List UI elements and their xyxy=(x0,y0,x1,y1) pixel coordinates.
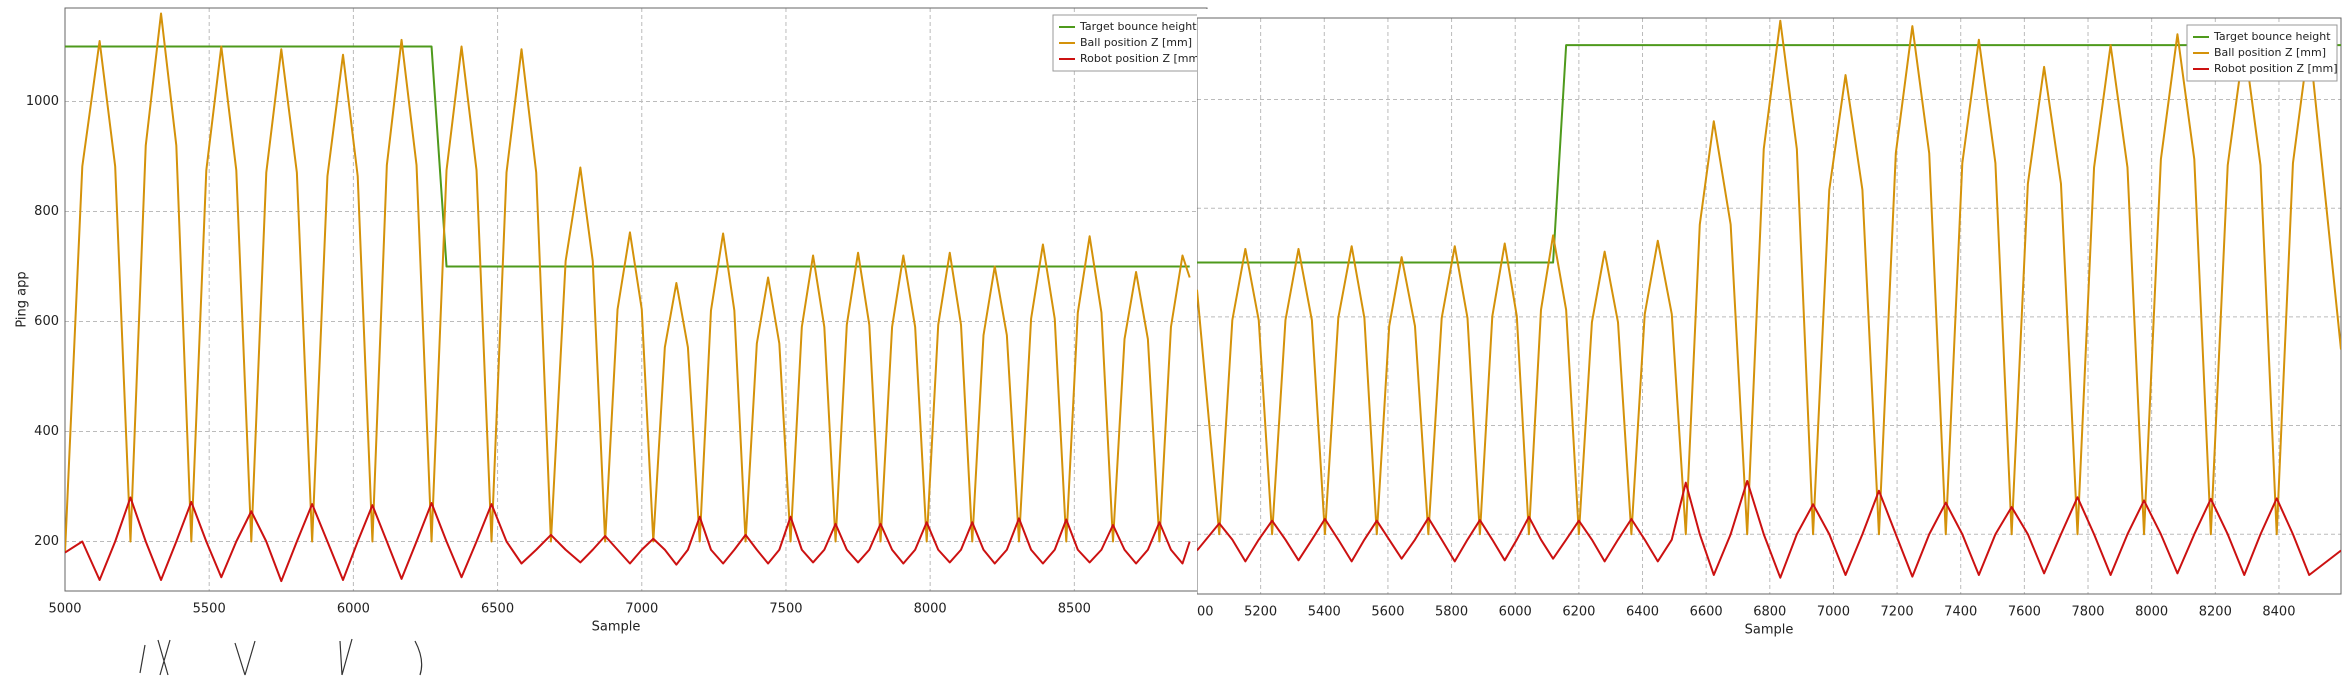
series-line xyxy=(1197,479,2341,579)
series-line xyxy=(65,496,1191,583)
legend-label: Target bounce height xyxy=(2213,30,2331,43)
series-line xyxy=(1197,19,2341,536)
legend-label: Robot position Z [mm] xyxy=(2214,62,2338,75)
x-tick-label: 8500 xyxy=(1058,602,1091,617)
legend-label: Robot position Z [mm] xyxy=(1080,52,1204,65)
x-tick-label: 5000 xyxy=(1197,605,1214,620)
chart-left: 200 400 600 800 1000 5000 5500 6000 6500 7000 7500… xyxy=(0,0,1210,650)
x-tick-label: 7500 xyxy=(769,602,802,617)
legend-label: Ball position Z [mm] xyxy=(2214,46,2326,59)
y-axis-label: Ping app xyxy=(15,271,30,327)
x-tick-label: 5200 xyxy=(1244,605,1277,620)
x-tick-label: 6400 xyxy=(1626,605,1659,620)
x-tick-label: 5000 xyxy=(48,602,81,617)
chart-right: 5000 5200 5400 5600 5800 6000 6200 6400 6600 6800… xyxy=(1197,9,2346,650)
x-tick-label: 5800 xyxy=(1435,605,1468,620)
legend: Target bounce height Ball position Z [mm]… xyxy=(2186,24,2338,82)
x-tick-label: 7800 xyxy=(2071,605,2104,620)
legend: Target bounce height Ball position Z [mm]… xyxy=(1052,14,1204,72)
x-tick-label: 5400 xyxy=(1308,605,1341,620)
x-tick-label: 7000 xyxy=(1817,605,1850,620)
series-line xyxy=(1197,44,2341,264)
x-tick-label: 5600 xyxy=(1371,605,1404,620)
x-tick-label: 8400 xyxy=(2262,605,2295,620)
legend-box xyxy=(2186,24,2338,82)
scribbles xyxy=(139,638,423,676)
x-tick-label: 7400 xyxy=(1944,605,1977,620)
plot-frame xyxy=(1197,17,2342,595)
y-tick-label: 800 xyxy=(34,204,59,219)
y-tick-label: 200 xyxy=(34,534,59,549)
x-tick-label: 6500 xyxy=(481,602,514,617)
y-tick-label: 600 xyxy=(34,314,59,329)
x-tick-label: 7200 xyxy=(1881,605,1914,620)
x-axis-label: Sample xyxy=(592,620,641,635)
background xyxy=(0,0,1210,650)
series-line xyxy=(65,12,1191,553)
x-tick-label: 6000 xyxy=(337,602,370,617)
x-tick-label: 8000 xyxy=(914,602,947,617)
x-axis-label: Sample xyxy=(1745,623,1794,638)
x-tick-label: 7600 xyxy=(2008,605,2041,620)
y-tick-label: 1000 xyxy=(26,94,59,109)
scribble xyxy=(139,638,423,676)
x-tick-label: 5500 xyxy=(193,602,226,617)
legend-label: Target bounce height xyxy=(1079,20,1197,33)
x-tick-label: 6600 xyxy=(1690,605,1723,620)
x-tick-label: 8200 xyxy=(2199,605,2232,620)
legend-label: Ball position Z [mm] xyxy=(1080,36,1192,49)
x-tick-label: 8000 xyxy=(2135,605,2168,620)
x-tick-label: 6800 xyxy=(1753,605,1786,620)
x-tick-label: 7000 xyxy=(625,602,658,617)
x-tick-label: 6200 xyxy=(1562,605,1595,620)
y-tick-label: 400 xyxy=(34,424,59,439)
series-line xyxy=(65,45,1190,268)
x-tick-label: 6000 xyxy=(1499,605,1532,620)
